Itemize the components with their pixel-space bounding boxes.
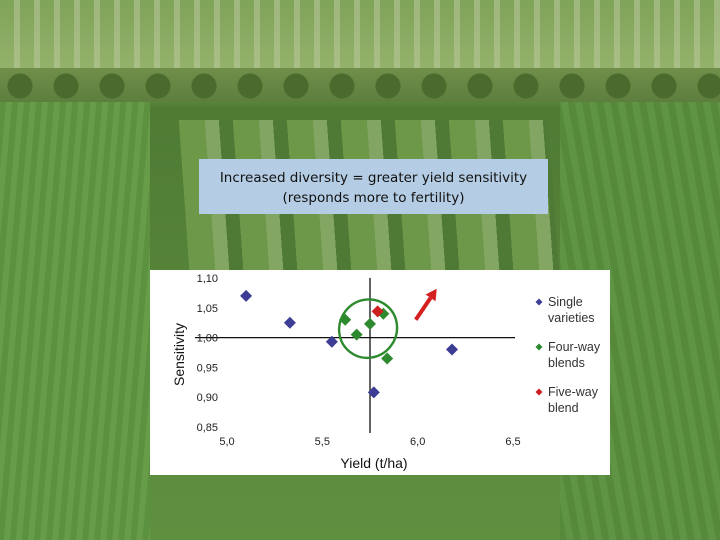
background-left-field bbox=[0, 102, 150, 540]
y-axis-title: Sensitivity bbox=[171, 323, 187, 386]
title-line-1: Increased diversity = greater yield sens… bbox=[219, 170, 528, 186]
y-tick-label: 0,90 bbox=[197, 392, 218, 404]
title-box: Increased diversity = greater yield sens… bbox=[199, 159, 548, 214]
data-point-single bbox=[367, 386, 380, 399]
trend-arrow-head bbox=[425, 288, 437, 302]
y-tick-label: 0,95 bbox=[197, 362, 218, 374]
y-tick-label: 1,05 bbox=[197, 303, 218, 315]
data-point-single bbox=[283, 316, 296, 329]
data-point-single bbox=[325, 335, 338, 348]
legend-marker-five-way bbox=[535, 388, 543, 396]
chart-panel: 1,10 1,05 1,00 0,95 0,90 0,85 5,0 5,5 6,0 6,5 Yiel… bbox=[150, 270, 610, 475]
data-point-five-way bbox=[371, 305, 384, 318]
data-point-four-way bbox=[339, 313, 352, 326]
legend-label-line: varieties bbox=[548, 311, 595, 325]
x-tick-label: 6,0 bbox=[410, 436, 425, 448]
x-axis-title: Yield (t/ha) bbox=[340, 455, 407, 471]
trend-arrow-shaft bbox=[414, 296, 433, 321]
legend-label-line: blends bbox=[548, 356, 585, 370]
background-tree-line bbox=[0, 68, 720, 102]
background-plot-rows bbox=[0, 0, 720, 70]
x-tick-label: 5,0 bbox=[219, 436, 234, 448]
blend-cluster-ellipse bbox=[337, 298, 399, 360]
legend-marker-four-way bbox=[535, 343, 543, 351]
legend-label: Five-way blend bbox=[548, 385, 599, 415]
legend-label-line: Four-way bbox=[548, 340, 601, 354]
chart-annotations bbox=[337, 288, 437, 360]
legend-marker-single bbox=[535, 298, 543, 306]
data-point-four-way bbox=[350, 328, 363, 341]
legend-label: Four-way blends bbox=[548, 340, 601, 370]
y-tick-label: 0,85 bbox=[197, 422, 218, 434]
chart-axes: 1,10 1,05 1,00 0,95 0,90 0,855,0 5,5 6,0 6,5 Yiel… bbox=[171, 273, 521, 471]
data-point-four-way bbox=[381, 352, 394, 365]
data-point-four-way bbox=[364, 317, 376, 330]
chart-points bbox=[240, 289, 458, 399]
scatter-chart: 1,10 1,05 1,00 0,95 0,90 0,855,0 5,5 6,0 6,5 Yiel… bbox=[171, 273, 601, 471]
data-point-single bbox=[240, 289, 253, 302]
x-tick-label: 5,5 bbox=[315, 436, 330, 448]
title-line-2: (responds more to fertility) bbox=[282, 190, 465, 206]
data-point-single bbox=[445, 343, 458, 356]
y-tick-label: 1,00 bbox=[197, 333, 218, 345]
legend-label-line: Five-way bbox=[548, 385, 599, 399]
legend-label-line: blend bbox=[548, 401, 579, 415]
x-tick-label: 6,5 bbox=[505, 436, 520, 448]
y-tick-label: 1,10 bbox=[197, 273, 218, 285]
chart-legend: Single varieties Four-way blends Five-way ble… bbox=[535, 295, 601, 415]
legend-label: Single varieties bbox=[548, 295, 595, 325]
legend-label-line: Single bbox=[548, 295, 583, 309]
